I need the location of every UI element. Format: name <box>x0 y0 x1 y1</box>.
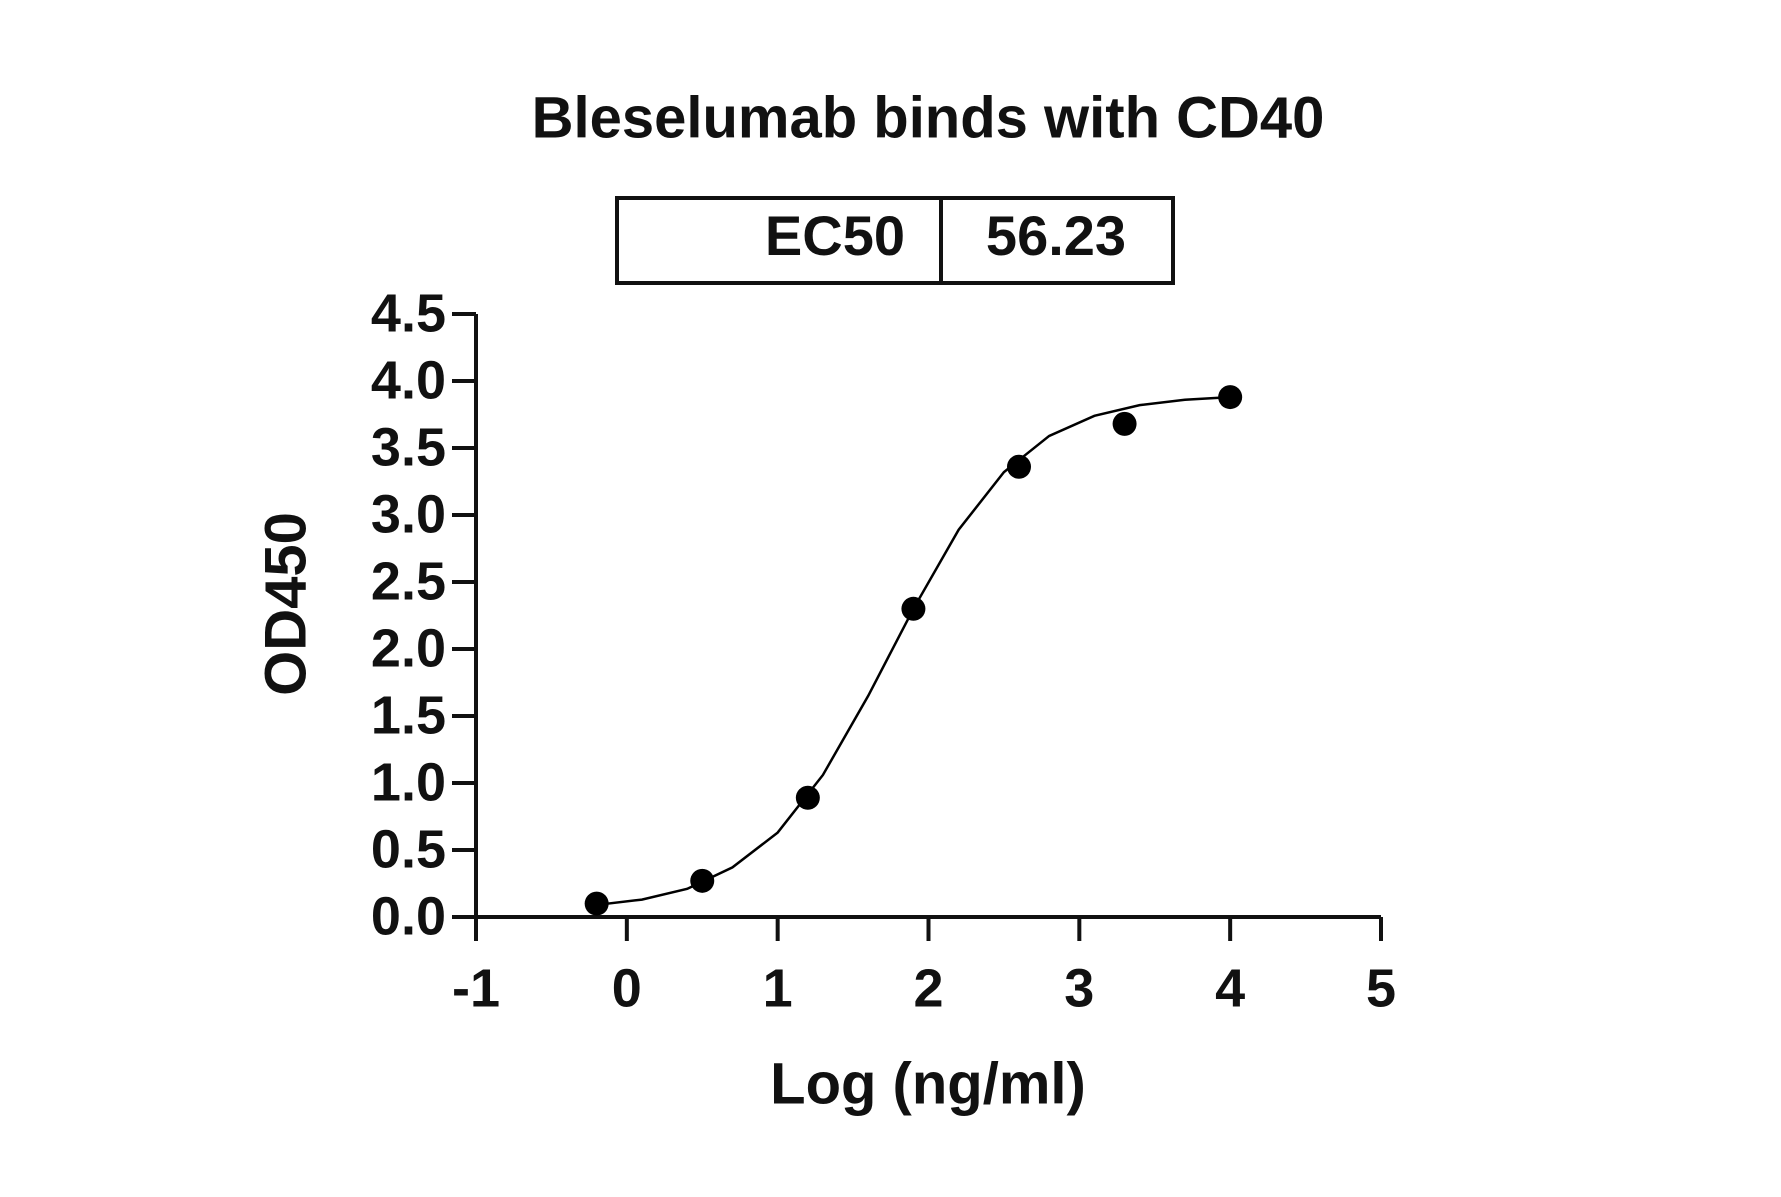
data-point <box>901 596 926 621</box>
x-axis-label: Log (ng/ml) <box>770 1051 1086 1116</box>
data-point <box>584 891 609 916</box>
fit-curve <box>596 395 1231 907</box>
x-tick-label: 1 <box>763 958 793 1018</box>
y-tick-label: 2.0 <box>371 618 446 678</box>
y-axis-label: OD450 <box>253 512 318 696</box>
y-tick-label: 3.5 <box>371 417 446 477</box>
data-point <box>690 868 715 893</box>
data-point <box>1112 411 1137 436</box>
ec50-box <box>615 196 1175 285</box>
y-tick-label: 3.0 <box>371 484 446 544</box>
x-tick-label: 3 <box>1064 958 1094 1018</box>
x-tick-label: 5 <box>1366 958 1396 1018</box>
data-point <box>1218 385 1243 410</box>
y-tick-label: 1.5 <box>371 685 446 745</box>
y-tick-label: 0.0 <box>371 886 446 946</box>
y-tick-label: 0.5 <box>371 819 446 879</box>
x-tick-label: 4 <box>1215 958 1245 1018</box>
data-point <box>1007 454 1031 479</box>
y-tick-label: 1.0 <box>371 752 446 812</box>
ec50-value: 56.23 <box>986 204 1126 267</box>
x-tick-label: -1 <box>452 958 500 1018</box>
y-tick-label: 2.5 <box>371 551 446 611</box>
x-tick-label: 0 <box>612 958 642 1018</box>
y-tick-label: 4.0 <box>371 350 446 410</box>
x-tick-label: 2 <box>913 958 943 1018</box>
ec50-label: EC50 <box>765 204 905 267</box>
data-point <box>795 785 820 810</box>
chart-title: Bleselumab binds with CD40 <box>532 85 1325 150</box>
y-tick-label: 4.5 <box>371 283 446 343</box>
